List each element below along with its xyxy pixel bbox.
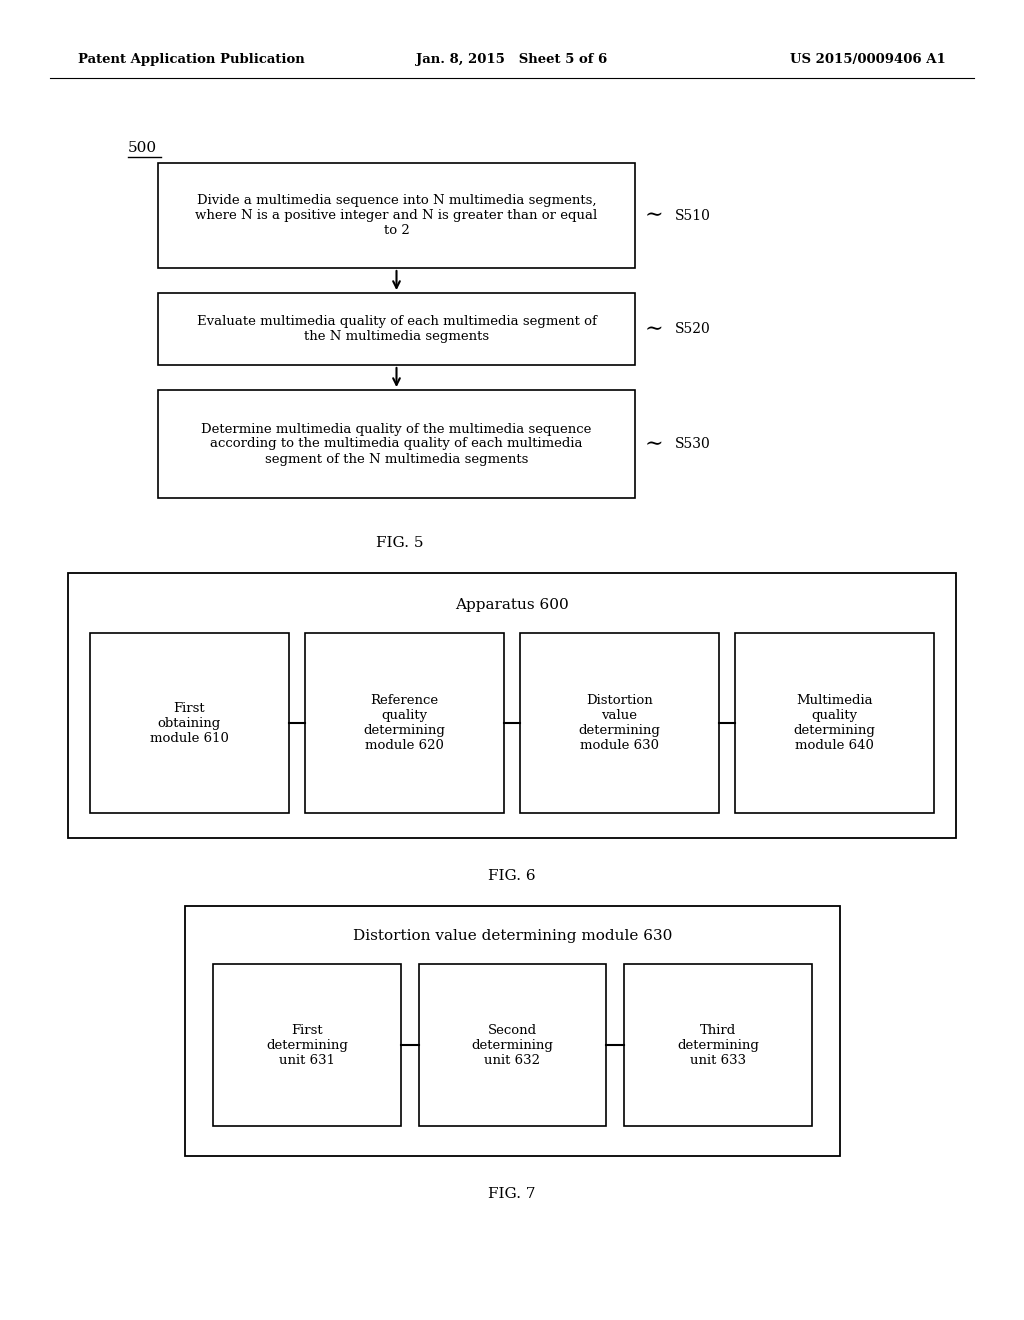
Text: ∼: ∼ xyxy=(645,433,664,455)
Text: Distortion
value
determining
module 630: Distortion value determining module 630 xyxy=(579,694,660,752)
Text: Second
determining
unit 632: Second determining unit 632 xyxy=(472,1023,553,1067)
Bar xyxy=(158,389,635,498)
Bar xyxy=(735,634,934,813)
Bar xyxy=(520,634,719,813)
Bar xyxy=(419,964,606,1126)
Text: US 2015/0009406 A1: US 2015/0009406 A1 xyxy=(791,54,946,66)
Text: Patent Application Publication: Patent Application Publication xyxy=(78,54,305,66)
Text: Reference
quality
determining
module 620: Reference quality determining module 620 xyxy=(364,694,445,752)
Text: Divide a multimedia sequence into N multimedia segments,
where N is a positive i: Divide a multimedia sequence into N mult… xyxy=(196,194,598,238)
Bar xyxy=(213,964,400,1126)
Text: S510: S510 xyxy=(675,209,711,223)
Text: Evaluate multimedia quality of each multimedia segment of
the N multimedia segme: Evaluate multimedia quality of each mult… xyxy=(197,315,596,343)
Text: ∼: ∼ xyxy=(645,318,664,341)
Text: Distortion value determining module 630: Distortion value determining module 630 xyxy=(353,929,672,942)
Bar xyxy=(185,906,840,1156)
Bar xyxy=(158,293,635,366)
Bar xyxy=(625,964,812,1126)
Text: 500: 500 xyxy=(128,141,157,154)
Text: First
determining
unit 631: First determining unit 631 xyxy=(266,1023,348,1067)
Text: S520: S520 xyxy=(675,322,711,337)
Text: Apparatus 600: Apparatus 600 xyxy=(455,598,569,612)
Text: Jan. 8, 2015   Sheet 5 of 6: Jan. 8, 2015 Sheet 5 of 6 xyxy=(417,54,607,66)
Text: FIG. 7: FIG. 7 xyxy=(488,1187,536,1201)
Text: First
obtaining
module 610: First obtaining module 610 xyxy=(151,701,229,744)
Bar xyxy=(68,573,956,838)
Text: Multimedia
quality
determining
module 640: Multimedia quality determining module 64… xyxy=(794,694,876,752)
Bar xyxy=(305,634,504,813)
Text: FIG. 6: FIG. 6 xyxy=(488,869,536,883)
Text: Third
determining
unit 633: Third determining unit 633 xyxy=(677,1023,759,1067)
Text: S530: S530 xyxy=(675,437,711,451)
Text: FIG. 5: FIG. 5 xyxy=(376,536,424,550)
Bar xyxy=(158,162,635,268)
Text: ∼: ∼ xyxy=(645,205,664,227)
Text: Determine multimedia quality of the multimedia sequence
according to the multime: Determine multimedia quality of the mult… xyxy=(202,422,592,466)
Bar xyxy=(90,634,289,813)
